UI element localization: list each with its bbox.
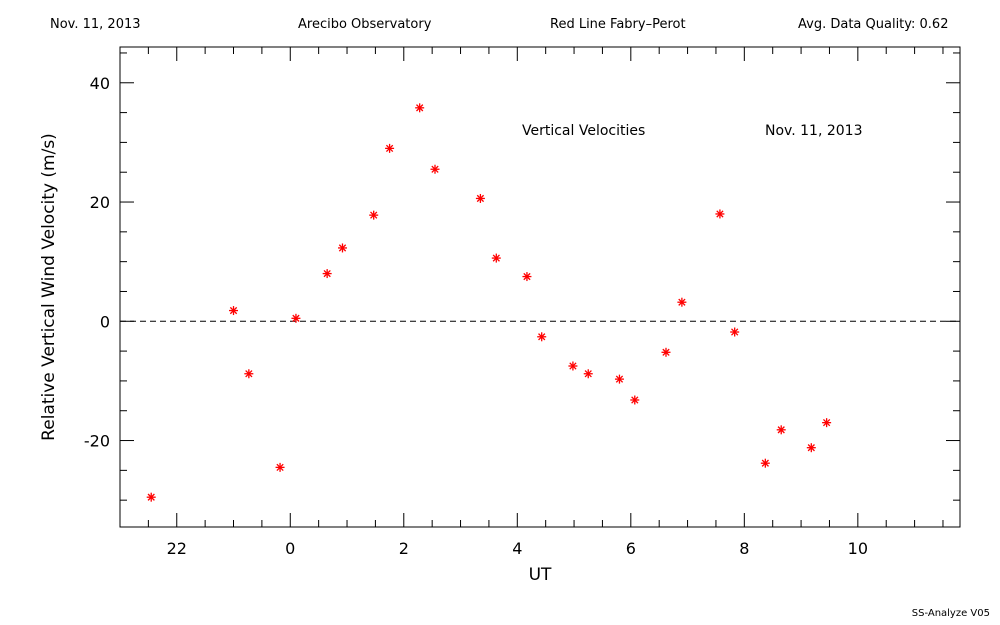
- marker-stroke: [662, 348, 670, 356]
- marker-stroke: [761, 459, 769, 467]
- marker-stroke: [370, 211, 378, 219]
- header-instrument: Red Line Fabry–Perot: [550, 17, 686, 32]
- data-point: [491, 253, 501, 263]
- plot-frame: [119, 46, 961, 528]
- x-tick-label: 6: [626, 539, 636, 558]
- marker-stroke: [716, 210, 724, 218]
- marker-stroke: [338, 244, 347, 252]
- data-point: [730, 327, 740, 337]
- data-point: [677, 297, 687, 307]
- marker-stroke: [276, 463, 284, 472]
- data-point: [760, 458, 770, 468]
- y-tick-labels: -20 0 20 40: [84, 74, 110, 451]
- marker-stroke: [569, 362, 577, 370]
- data-point: [661, 347, 671, 357]
- data-point: [614, 374, 624, 384]
- header-date: Nov. 11, 2013: [50, 17, 141, 32]
- marker-stroke: [731, 328, 739, 336]
- marker-stroke: [822, 419, 831, 427]
- data-point: [715, 209, 725, 219]
- data-point: [369, 210, 379, 220]
- marker-stroke: [416, 104, 424, 112]
- data-point: [229, 306, 239, 316]
- data-point: [537, 332, 547, 342]
- data-point: [322, 269, 332, 279]
- data-point: [337, 243, 347, 253]
- data-point: [806, 443, 816, 453]
- chart-annotation-title: Vertical Velocities: [522, 123, 645, 139]
- marker-stroke: [492, 254, 500, 262]
- x-axis-label: UT: [529, 565, 552, 585]
- data-point: [776, 425, 786, 435]
- marker-stroke: [631, 396, 639, 404]
- marker-stroke: [678, 298, 686, 306]
- x-tick-label: 8: [739, 539, 749, 558]
- header-data-quality: Avg. Data Quality: 0.62: [798, 17, 949, 32]
- data-point: [291, 313, 301, 323]
- marker-stroke: [147, 493, 155, 501]
- marker-stroke: [523, 272, 531, 281]
- marker-stroke: [292, 314, 300, 322]
- x-tick-labels: 22 0 2 4 6 8 10: [167, 539, 868, 558]
- x-tick-label: 0: [285, 539, 295, 558]
- marker-stroke: [229, 306, 238, 315]
- marker-stroke: [807, 444, 815, 452]
- x-tick-label: 2: [399, 539, 409, 558]
- axis-ticks: [119, 47, 960, 527]
- x-tick-label: 22: [167, 539, 187, 558]
- data-point: [244, 369, 254, 379]
- data-point: [430, 164, 440, 174]
- marker-stroke: [476, 194, 485, 203]
- marker-stroke: [245, 370, 253, 378]
- x-tick-label: 4: [512, 539, 522, 558]
- data-point: [275, 462, 285, 472]
- data-point: [630, 395, 640, 405]
- data-point: [385, 143, 395, 153]
- header-observatory: Arecibo Observatory: [298, 17, 432, 32]
- x-tick-label: 10: [848, 539, 868, 558]
- data-point: [822, 418, 832, 428]
- y-axis-label: Relative Vertical Wind Velocity (m/s): [39, 133, 59, 441]
- marker-stroke: [431, 165, 439, 173]
- marker-stroke: [385, 144, 394, 153]
- y-tick-label: 40: [90, 74, 110, 93]
- marker-stroke: [538, 333, 546, 341]
- marker-stroke: [777, 426, 785, 434]
- data-point: [146, 492, 156, 502]
- marker-stroke: [615, 375, 624, 383]
- data-point: [568, 361, 578, 371]
- software-version: SS-Analyze V05: [911, 608, 990, 619]
- y-tick-label: 20: [90, 193, 110, 212]
- y-tick-label: -20: [84, 432, 110, 451]
- data-point: [583, 369, 593, 379]
- data-point: [475, 193, 485, 203]
- data-point: [522, 272, 532, 282]
- chart-annotation-date: Nov. 11, 2013: [765, 123, 862, 139]
- marker-stroke: [584, 370, 592, 378]
- data-points: [146, 103, 832, 502]
- marker-stroke: [323, 269, 331, 278]
- data-point: [415, 103, 425, 113]
- y-tick-label: 0: [100, 312, 110, 331]
